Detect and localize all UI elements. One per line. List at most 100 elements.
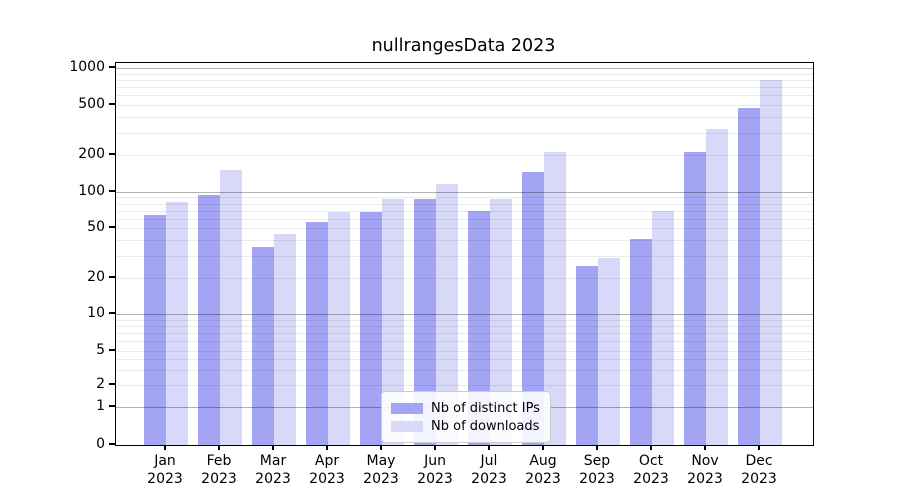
bar-ips-oct	[630, 238, 652, 445]
gridline-minor-50	[116, 228, 813, 229]
y-tick-label-20: 20	[87, 269, 105, 285]
y-tick-50	[109, 226, 115, 228]
bar-downloads-jun	[436, 183, 458, 445]
y-tick-label-10: 10	[87, 305, 105, 321]
bar-downloads-nov	[706, 128, 728, 445]
gridline-minor-4	[116, 359, 813, 361]
y-tick-1000	[109, 66, 115, 68]
x-tick-jun	[434, 444, 436, 450]
bar-downloads-feb	[220, 170, 242, 445]
x-tick-mar	[272, 444, 274, 450]
x-tick-feb	[218, 444, 220, 450]
legend-swatch-distinct-ips	[391, 402, 423, 414]
bar-ips-jul	[468, 210, 490, 445]
bar-ips-feb	[198, 195, 220, 445]
x-tick-label-jul: Jul 2023	[471, 453, 507, 487]
x-tick-label-oct: Oct 2023	[633, 453, 669, 487]
x-tick-jan	[164, 444, 166, 450]
bar-downloads-dec	[760, 79, 782, 445]
gridline-minor-800	[116, 79, 813, 81]
x-tick-nov	[704, 444, 706, 450]
y-tick-label-100: 100	[78, 183, 105, 199]
bar-downloads-sep	[598, 257, 620, 445]
x-tick-label-jan: Jan 2023	[147, 453, 183, 487]
gridline-major-10	[116, 314, 813, 315]
bar-ips-nov	[684, 152, 706, 445]
bar-downloads-may	[382, 198, 404, 445]
gridline-minor-70	[116, 210, 813, 212]
bar-ips-aug	[522, 172, 544, 445]
y-tick-5	[109, 349, 115, 351]
y-tick-label-200: 200	[78, 146, 105, 162]
x-tick-label-mar: Mar 2023	[255, 453, 291, 487]
bar-ips-dec	[738, 107, 760, 445]
bar-ips-sep	[576, 265, 598, 445]
bar-downloads-oct	[652, 210, 674, 445]
gridline-minor-300	[116, 132, 813, 134]
gridline-minor-200	[116, 155, 813, 156]
gridline-minor-2	[116, 385, 813, 386]
y-tick-20	[109, 276, 115, 278]
y-tick-label-50: 50	[87, 219, 105, 235]
gridline-minor-400	[116, 117, 813, 119]
bar-downloads-aug	[544, 151, 566, 445]
gridline-minor-20	[116, 278, 813, 279]
gridline-major-100	[116, 192, 813, 193]
x-tick-dec	[758, 444, 760, 450]
legend-label-downloads: Nb of downloads	[431, 418, 540, 434]
x-tick-label-feb: Feb 2023	[201, 453, 237, 487]
x-tick-may	[380, 444, 382, 450]
x-tick-label-sep: Sep 2023	[579, 453, 615, 487]
gridline-minor-9	[116, 319, 813, 321]
bar-downloads-jan	[166, 202, 188, 445]
bar-ips-jan	[144, 215, 166, 445]
gridline-minor-8	[116, 325, 813, 327]
legend-row-downloads: Nb of downloads	[382, 419, 550, 434]
y-tick-label-1000: 1000	[69, 59, 105, 75]
x-tick-label-dec: Dec 2023	[741, 453, 777, 487]
y-tick-label-5: 5	[96, 342, 105, 358]
gridline-minor-40	[116, 240, 813, 242]
gridline-minor-900	[116, 73, 813, 75]
y-tick-500	[109, 103, 115, 105]
x-tick-apr	[326, 444, 328, 450]
y-tick-label-1: 1	[96, 398, 105, 414]
gridline-major-1000	[116, 68, 813, 69]
bar-ips-mar	[252, 247, 274, 445]
x-tick-jul	[488, 444, 490, 450]
gridline-minor-90	[116, 197, 813, 199]
gridline-minor-80	[116, 203, 813, 205]
legend-row-distinct-ips: Nb of distinct IPs	[382, 401, 550, 416]
x-tick-label-aug: Aug 2023	[525, 453, 561, 487]
bar-downloads-jul	[490, 198, 512, 445]
y-tick-200	[109, 153, 115, 155]
gridline-minor-600	[116, 95, 813, 97]
gridline-minor-3	[116, 369, 813, 371]
x-tick-sep	[596, 444, 598, 450]
x-tick-label-jun: Jun 2023	[417, 453, 453, 487]
legend-label-distinct-ips: Nb of distinct IPs	[431, 400, 540, 416]
y-tick-0	[109, 443, 115, 445]
bar-downloads-apr	[328, 212, 350, 445]
y-tick-100	[109, 190, 115, 192]
bar-downloads-mar	[274, 233, 296, 445]
gridline-minor-5	[116, 351, 813, 352]
y-tick-label-2: 2	[96, 376, 105, 392]
x-tick-oct	[650, 444, 652, 450]
gridline-minor-30	[116, 255, 813, 257]
legend-swatch-downloads	[391, 420, 423, 432]
y-tick-label-500: 500	[78, 96, 105, 112]
bar-ips-may	[360, 212, 382, 445]
plot-area: Nb of distinct IPs Nb of downloads	[115, 62, 814, 446]
legend: Nb of distinct IPs Nb of downloads	[381, 391, 551, 443]
bar-ips-apr	[306, 222, 328, 445]
chart-title: nullrangesData 2023	[371, 36, 556, 56]
gridline-minor-60	[116, 218, 813, 220]
gridline-minor-700	[116, 87, 813, 89]
x-tick-label-apr: Apr 2023	[309, 453, 345, 487]
y-tick-2	[109, 383, 115, 385]
y-tick-10	[109, 312, 115, 314]
x-tick-aug	[542, 444, 544, 450]
x-tick-label-nov: Nov 2023	[687, 453, 723, 487]
